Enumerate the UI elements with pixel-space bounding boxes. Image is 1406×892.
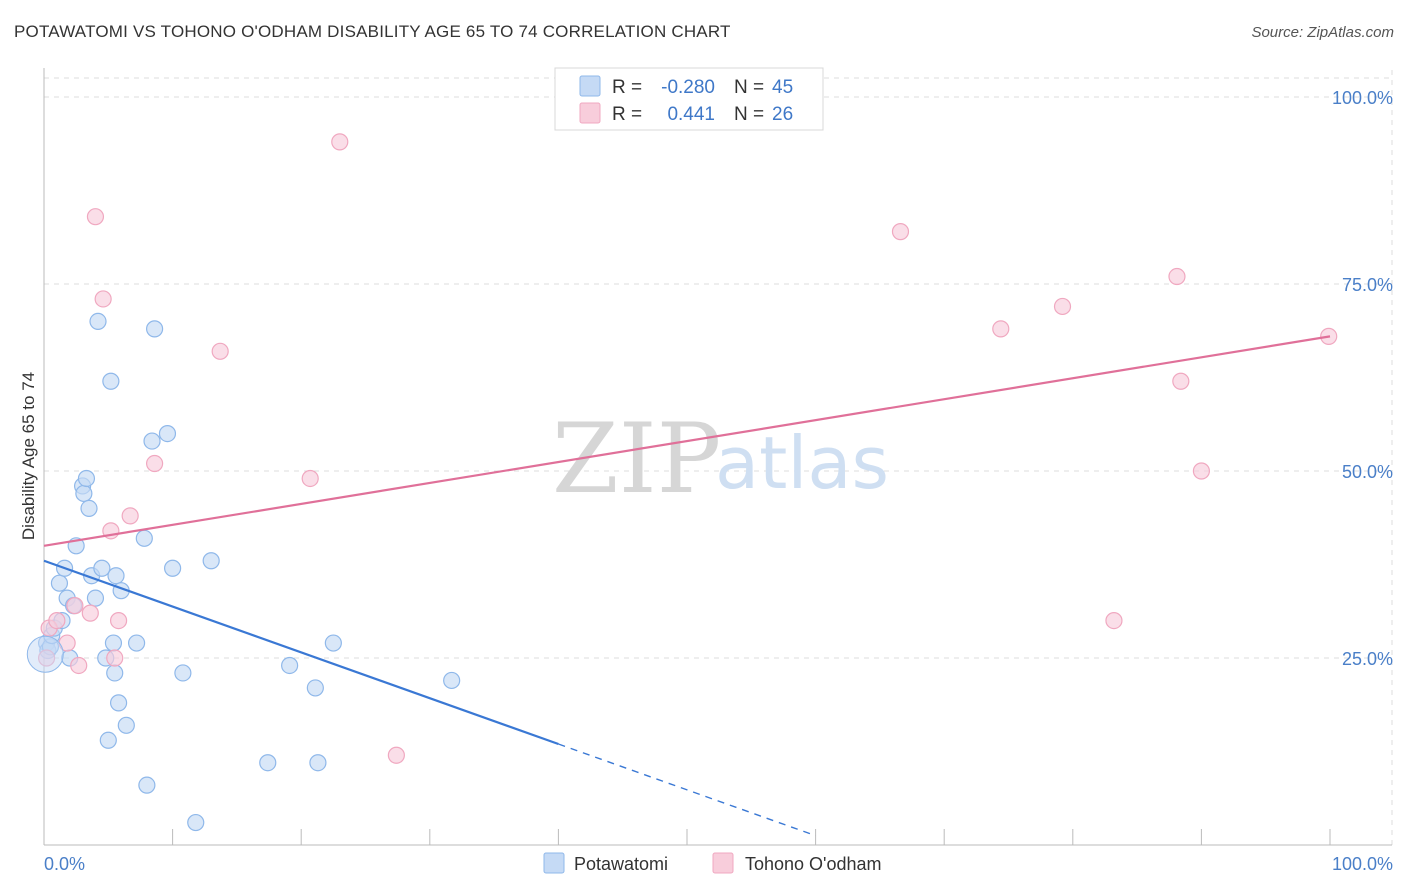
y-tick-labels: 100.0% 75.0% 50.0% 25.0% (1332, 88, 1393, 669)
point-potawatomi-30 (138, 776, 156, 794)
point-tohono-12 (121, 507, 139, 525)
point-tohono-15 (301, 469, 319, 488)
legend-n-value-1: 45 (772, 77, 793, 98)
legend-r-value-1: -0.280 (661, 77, 715, 98)
point-tohono-8 (94, 290, 112, 308)
legend-n-label-2: N = (734, 104, 764, 125)
point-potawatomi-27 (117, 716, 135, 734)
point-tohono-11 (109, 611, 128, 630)
point-potawatomi-43 (443, 671, 461, 690)
point-potawatomi-38 (259, 754, 277, 772)
point-tohono-14 (211, 342, 229, 360)
legend-swatch-tohono (579, 102, 601, 124)
legend-n-label-1: N = (734, 77, 764, 98)
point-potawatomi-44 (106, 664, 124, 682)
point-tohono-16 (331, 133, 349, 151)
point-tohono-13 (145, 454, 164, 473)
point-tohono-2 (48, 611, 66, 630)
point-potawatomi-31 (143, 432, 161, 450)
trend-line-potawatomi (43, 559, 559, 746)
bottom-legend-label-tohono: Tohono O'odham (745, 854, 882, 874)
legend-swatch-potawatomi (579, 75, 601, 97)
point-potawatomi-25 (109, 694, 128, 712)
bottom-legend-swatch-potawatomi (543, 852, 565, 874)
point-potawatomi-35 (174, 664, 192, 682)
watermark-atlas: atlas (715, 421, 889, 505)
point-tohono-21 (1105, 611, 1123, 630)
point-tohono-20 (1053, 297, 1072, 316)
point-potawatomi-cluster (26, 635, 64, 673)
watermark: ZIP atlas (552, 403, 889, 515)
point-tohono-24 (1192, 462, 1211, 480)
legend-r-label-1: R = (612, 77, 642, 98)
point-potawatomi-42 (324, 634, 342, 652)
y-axis-label: Disability Age 65 to 74 (19, 372, 38, 540)
point-tohono-17 (387, 746, 405, 764)
trend-lines (43, 335, 1331, 837)
legend-r-label-2: R = (612, 104, 642, 125)
bottom-legend-swatch-tohono (712, 852, 734, 874)
legend-n-value-2: 26 (772, 104, 793, 125)
point-potawatomi-34 (164, 559, 182, 577)
y-tick-label-0: 100.0% (1332, 88, 1393, 108)
point-tohono-10 (106, 649, 124, 667)
y-tick-label-2: 50.0% (1342, 462, 1393, 482)
point-potawatomi-33 (158, 425, 177, 443)
point-tohono-23 (1172, 372, 1190, 390)
y-tick-label-3: 25.0% (1342, 649, 1393, 669)
data-points (26, 133, 1338, 832)
x-tick-label-end: 100.0% (1332, 854, 1393, 874)
x-tick-label-start: 0.0% (44, 854, 85, 874)
legend-r-value-2: 0.441 (667, 104, 715, 125)
point-potawatomi-18 (89, 312, 107, 330)
point-tohono-22 (1168, 267, 1186, 286)
y-tick-label-1: 75.0% (1342, 275, 1393, 295)
bottom-legend-label-potawatomi: Potawatomi (574, 854, 668, 874)
point-potawatomi-24 (107, 567, 125, 585)
chart-title: POTAWATOMI VS TOHONO O'ODHAM DISABILITY … (14, 22, 731, 41)
point-potawatomi-5 (50, 574, 69, 592)
stats-legend: R = -0.280 N = 45 R = 0.441 N = 26 (554, 67, 824, 131)
point-potawatomi-14 (77, 469, 96, 488)
point-potawatomi-32 (145, 320, 164, 338)
point-potawatomi-23 (104, 634, 123, 652)
point-potawatomi-19 (93, 559, 111, 577)
point-potawatomi-40 (306, 679, 324, 697)
chart-source: Source: ZipAtlas.com (1251, 24, 1394, 41)
point-potawatomi-36 (187, 813, 205, 832)
point-tohono-19 (992, 320, 1010, 338)
point-potawatomi-41 (309, 754, 327, 772)
point-potawatomi-28 (127, 634, 146, 652)
trend-line-potawatomi-extension (558, 743, 816, 837)
point-tohono-6 (81, 604, 99, 622)
point-potawatomi-29 (135, 529, 153, 547)
point-tohono-18 (891, 223, 910, 241)
point-tohono-4 (66, 597, 84, 615)
point-potawatomi-13 (75, 484, 93, 503)
point-potawatomi-21 (99, 731, 117, 749)
trend-line-tohono (43, 335, 1331, 547)
point-potawatomi-22 (102, 372, 120, 390)
point-tohono-5 (70, 656, 88, 675)
point-potawatomi-15 (80, 499, 98, 517)
point-tohono-7 (86, 208, 105, 226)
axes (43, 68, 1392, 846)
series-legend: Potawatomi Tohono O'odham (543, 852, 882, 874)
point-potawatomi-39 (281, 656, 299, 675)
point-potawatomi-17 (86, 589, 105, 607)
x-tick-labels: 0.0% 100.0% (44, 854, 1393, 874)
point-potawatomi-37 (202, 552, 220, 570)
